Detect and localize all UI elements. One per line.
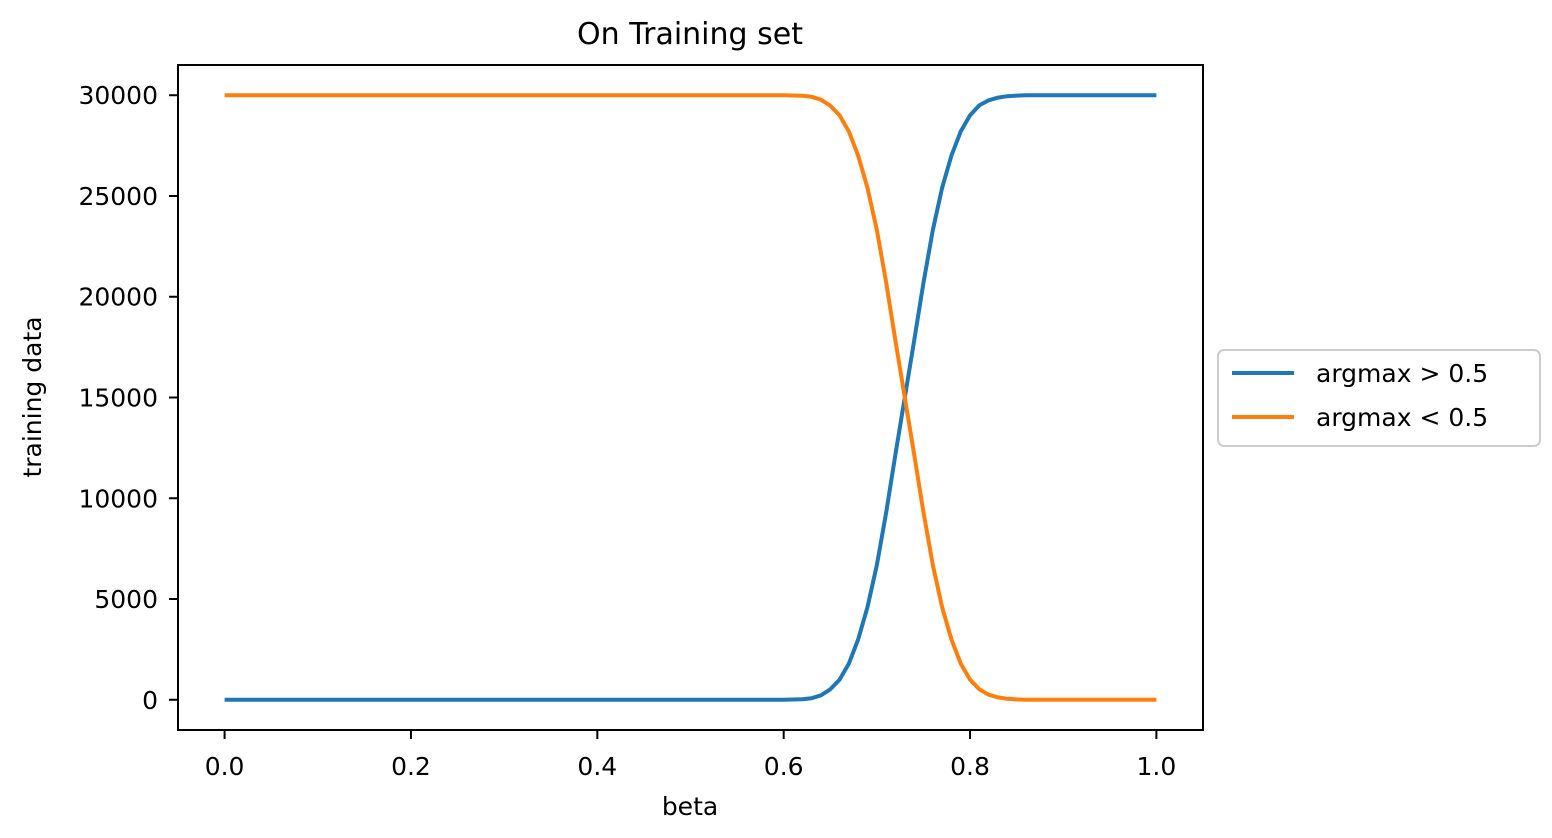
y-tick-label: 0 [142,686,158,715]
x-tick-label: 0.2 [391,752,431,781]
y-axis: 0 5000 10000 15000 20000 25000 30000 [78,81,178,715]
y-tick-label: 10000 [78,484,158,513]
x-axis: 0.0 0.2 0.4 0.6 0.8 1.0 [205,730,1177,781]
series-line-0 [224,93,1157,702]
y-tick-label: 15000 [78,384,158,413]
legend-label-argmax-lt: argmax < 0.5 [1316,403,1488,432]
y-tick-label: 30000 [78,81,158,110]
x-axis-label: beta [662,792,718,821]
x-tick-label: 0.8 [950,752,990,781]
series-layer [224,93,1157,702]
legend-label-argmax-gt: argmax > 0.5 [1316,359,1488,388]
x-tick-label: 0.4 [577,752,617,781]
y-axis-label: training data [18,316,47,477]
x-tick-label: 1.0 [1137,752,1177,781]
legend-box [1217,349,1541,447]
chart-title: On Training set [577,17,803,52]
y-tick-label: 25000 [78,182,158,211]
x-tick-label: 0.6 [764,752,804,781]
x-tick-label: 0.0 [205,752,245,781]
y-tick-label: 20000 [78,283,158,312]
series-line-1 [224,93,1157,702]
y-tick-label: 5000 [94,585,158,614]
legend: argmax > 0.5 argmax < 0.5 [1217,349,1541,447]
